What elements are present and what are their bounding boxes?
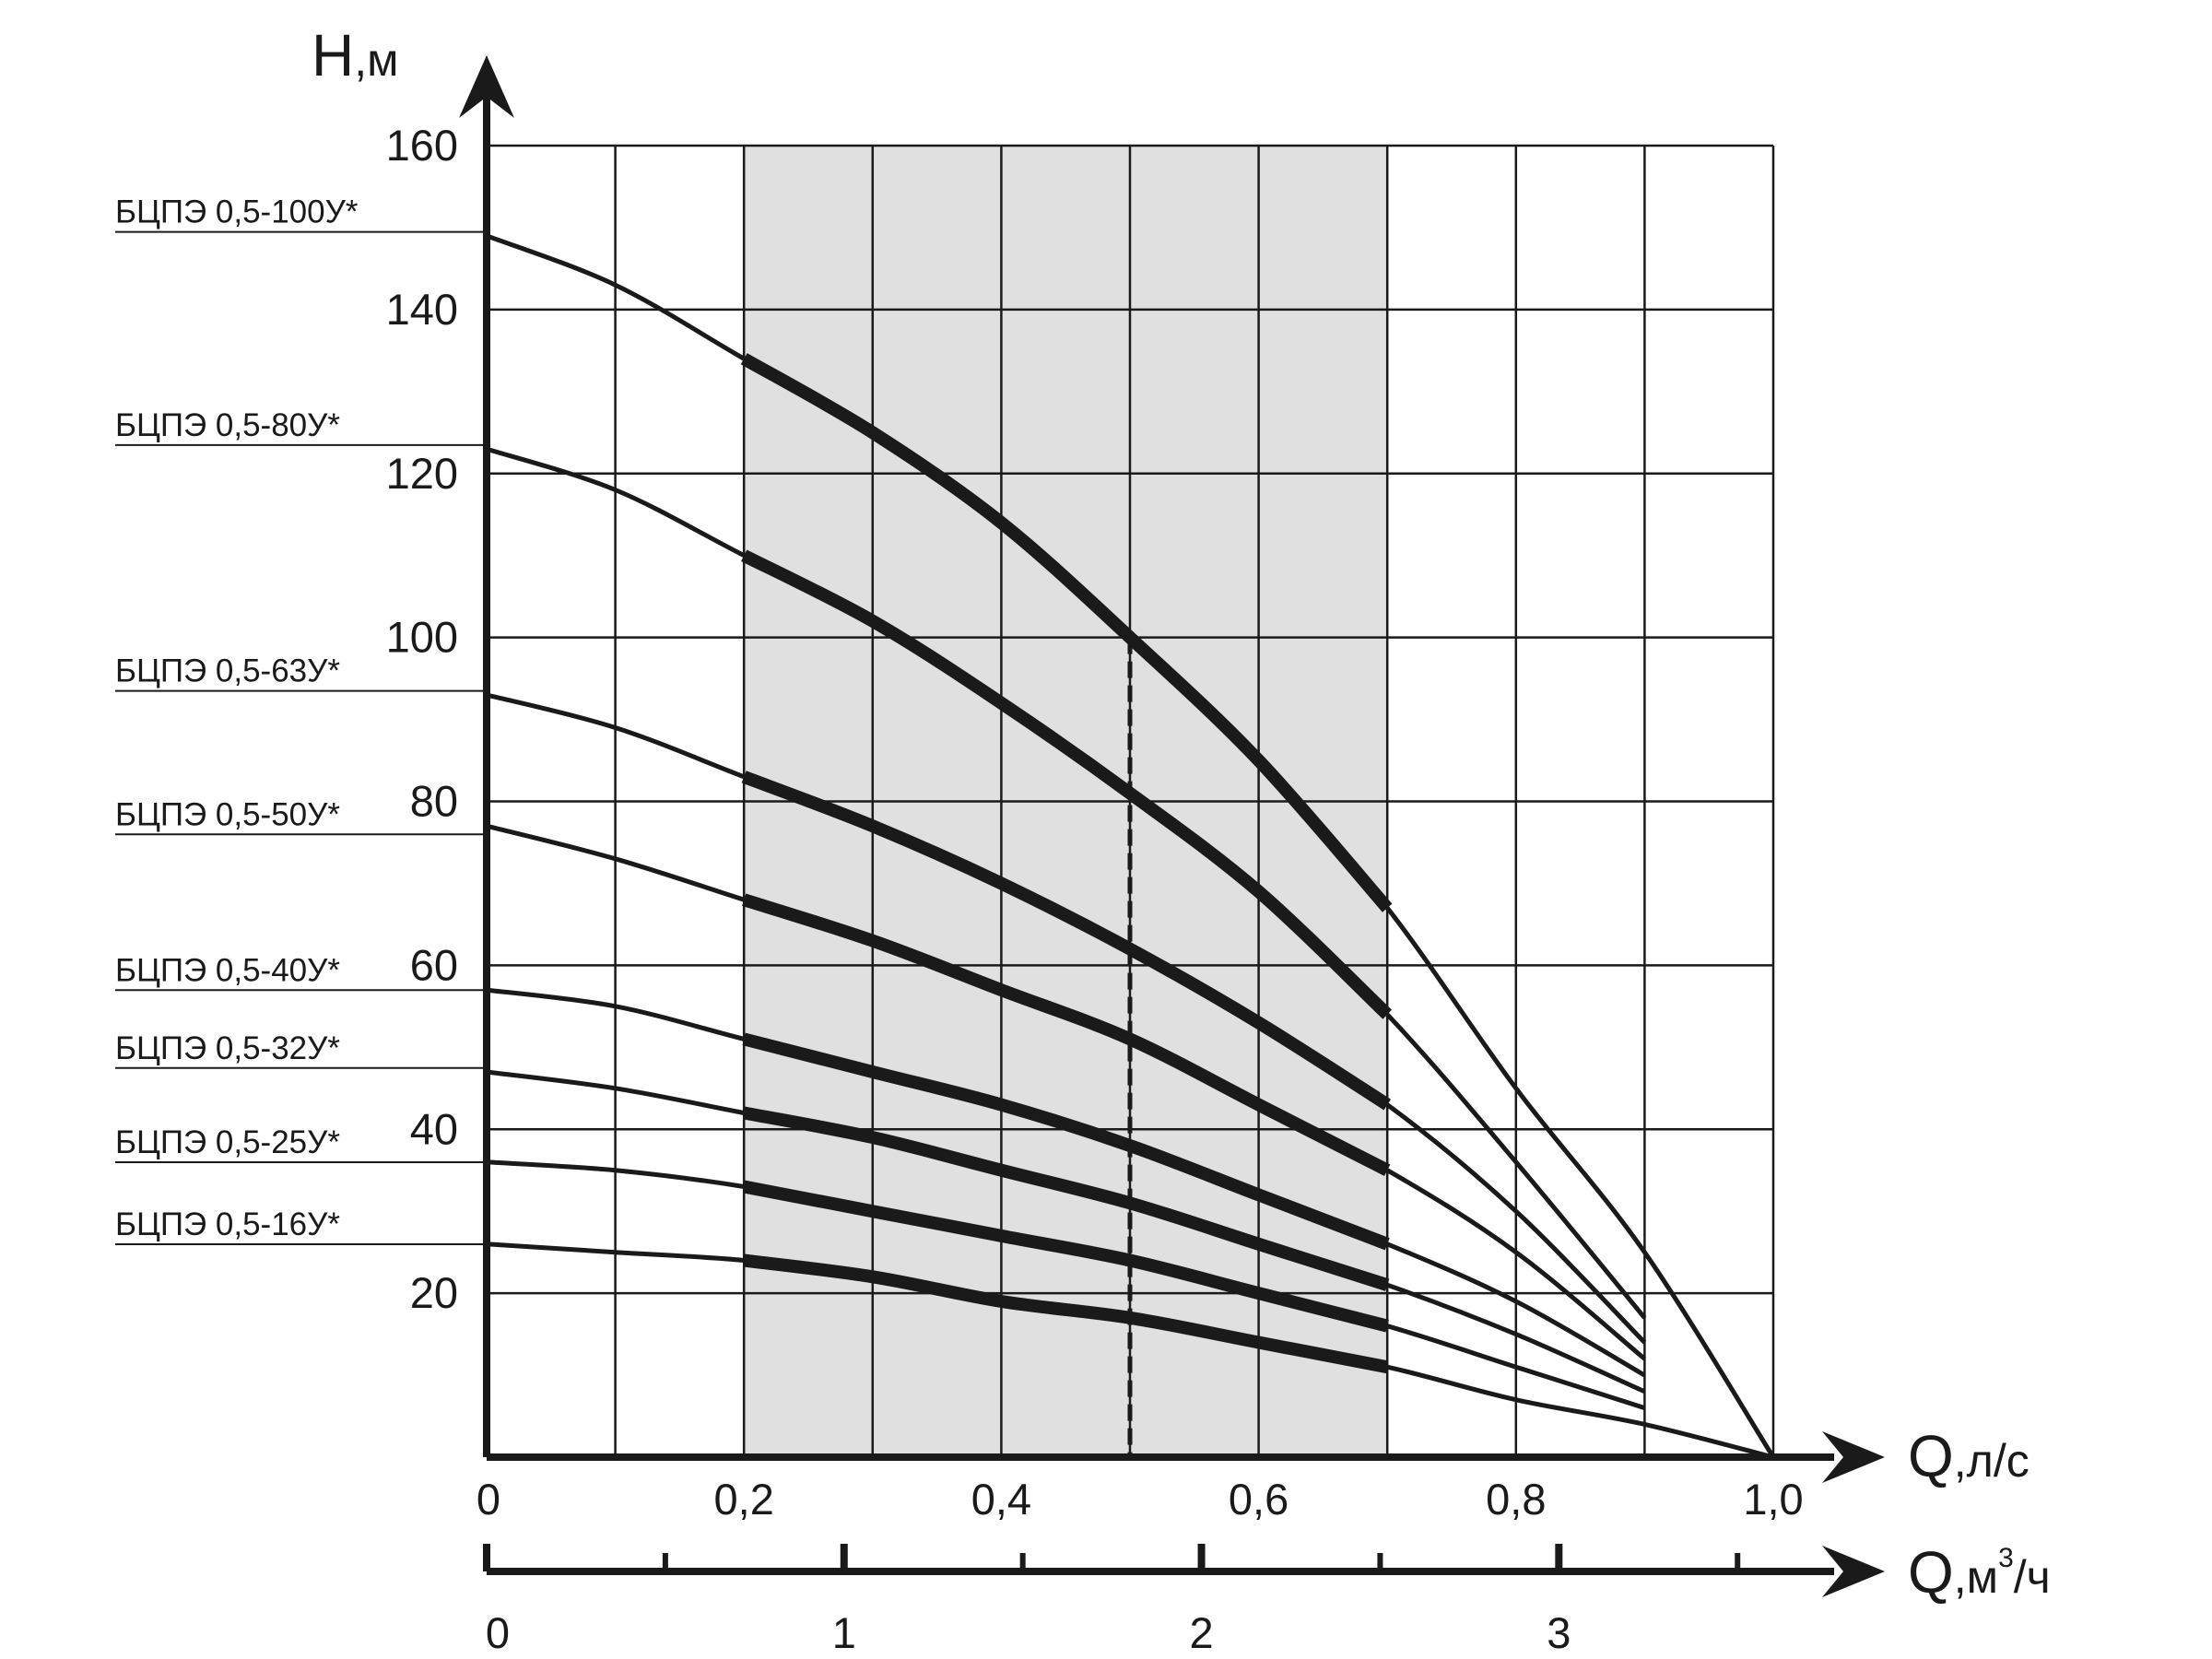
y-axis-title-letter: H [312, 22, 354, 88]
series-label: БЦПЭ 0,5-16У* [115, 1206, 340, 1242]
y-tick-label: 120 [386, 449, 458, 498]
secondary-tick-label: 2 [1189, 1608, 1213, 1657]
series-label: БЦПЭ 0,5-80У* [115, 407, 340, 443]
x-axis-title-letter: Q [1908, 1423, 1954, 1489]
x-tick-label: 1,0 [1743, 1475, 1803, 1524]
series-label: БЦПЭ 0,5-100У* [115, 194, 359, 230]
x-tick-label: 0,4 [971, 1475, 1031, 1524]
series-working-range [741, 771, 1391, 1111]
series-label: БЦПЭ 0,5-25У* [115, 1124, 340, 1160]
x-tick-label: 0 [477, 1475, 500, 1524]
secondary-tick-label: 0 [486, 1608, 510, 1657]
series-label: БЦПЭ 0,5-40У* [115, 952, 340, 988]
x-tick-label: 0,8 [1486, 1475, 1546, 1524]
secondary-axis-arrow [1822, 1546, 1885, 1597]
x-tick-label: 0,6 [1229, 1475, 1288, 1524]
series-working-range [743, 1253, 1389, 1374]
y-axis-arrow [459, 55, 514, 118]
y-tick-label: 20 [410, 1268, 458, 1317]
x-axis-arrow [1822, 1431, 1885, 1483]
y-tick-label: 160 [386, 121, 458, 170]
series-working-range [741, 549, 1393, 1019]
series-working-range [742, 893, 1391, 1176]
x-axis-unit: ,л/с [1954, 1435, 2030, 1487]
secondary-tick-label: 3 [1547, 1608, 1571, 1657]
secondary-axis-title: Q,м3/ч [1908, 1539, 2051, 1606]
secondary-tick-label: 1 [832, 1608, 856, 1657]
y-axis-unit: ,м [354, 34, 398, 86]
y-axis-title: H,м [312, 22, 399, 88]
series-working-range [742, 1106, 1390, 1291]
y-tick-label: 140 [386, 285, 458, 334]
series-label: БЦПЭ 0,5-63У* [115, 653, 340, 689]
x-tick-label: 0,2 [714, 1475, 774, 1524]
secondary-axis-unit: ,м [1954, 1551, 1998, 1603]
secondary-axis-unit-tail: /ч [2014, 1551, 2051, 1603]
series-working-range [740, 353, 1393, 912]
series-working-range [742, 1032, 1390, 1251]
series-label: БЦПЭ 0,5-50У* [115, 796, 340, 832]
y-tick-label: 60 [410, 940, 458, 989]
series-working-range [742, 1180, 1389, 1333]
secondary-axis-unit-superscript: 3 [1998, 1543, 2014, 1573]
y-tick-label: 100 [386, 613, 458, 662]
secondary-axis-title-letter: Q [1908, 1539, 1954, 1606]
y-tick-label: 40 [410, 1104, 458, 1153]
x-axis-title: Q,л/с [1908, 1423, 2030, 1489]
y-tick-label: 80 [410, 777, 458, 826]
series-label: БЦПЭ 0,5-32У* [115, 1030, 340, 1066]
